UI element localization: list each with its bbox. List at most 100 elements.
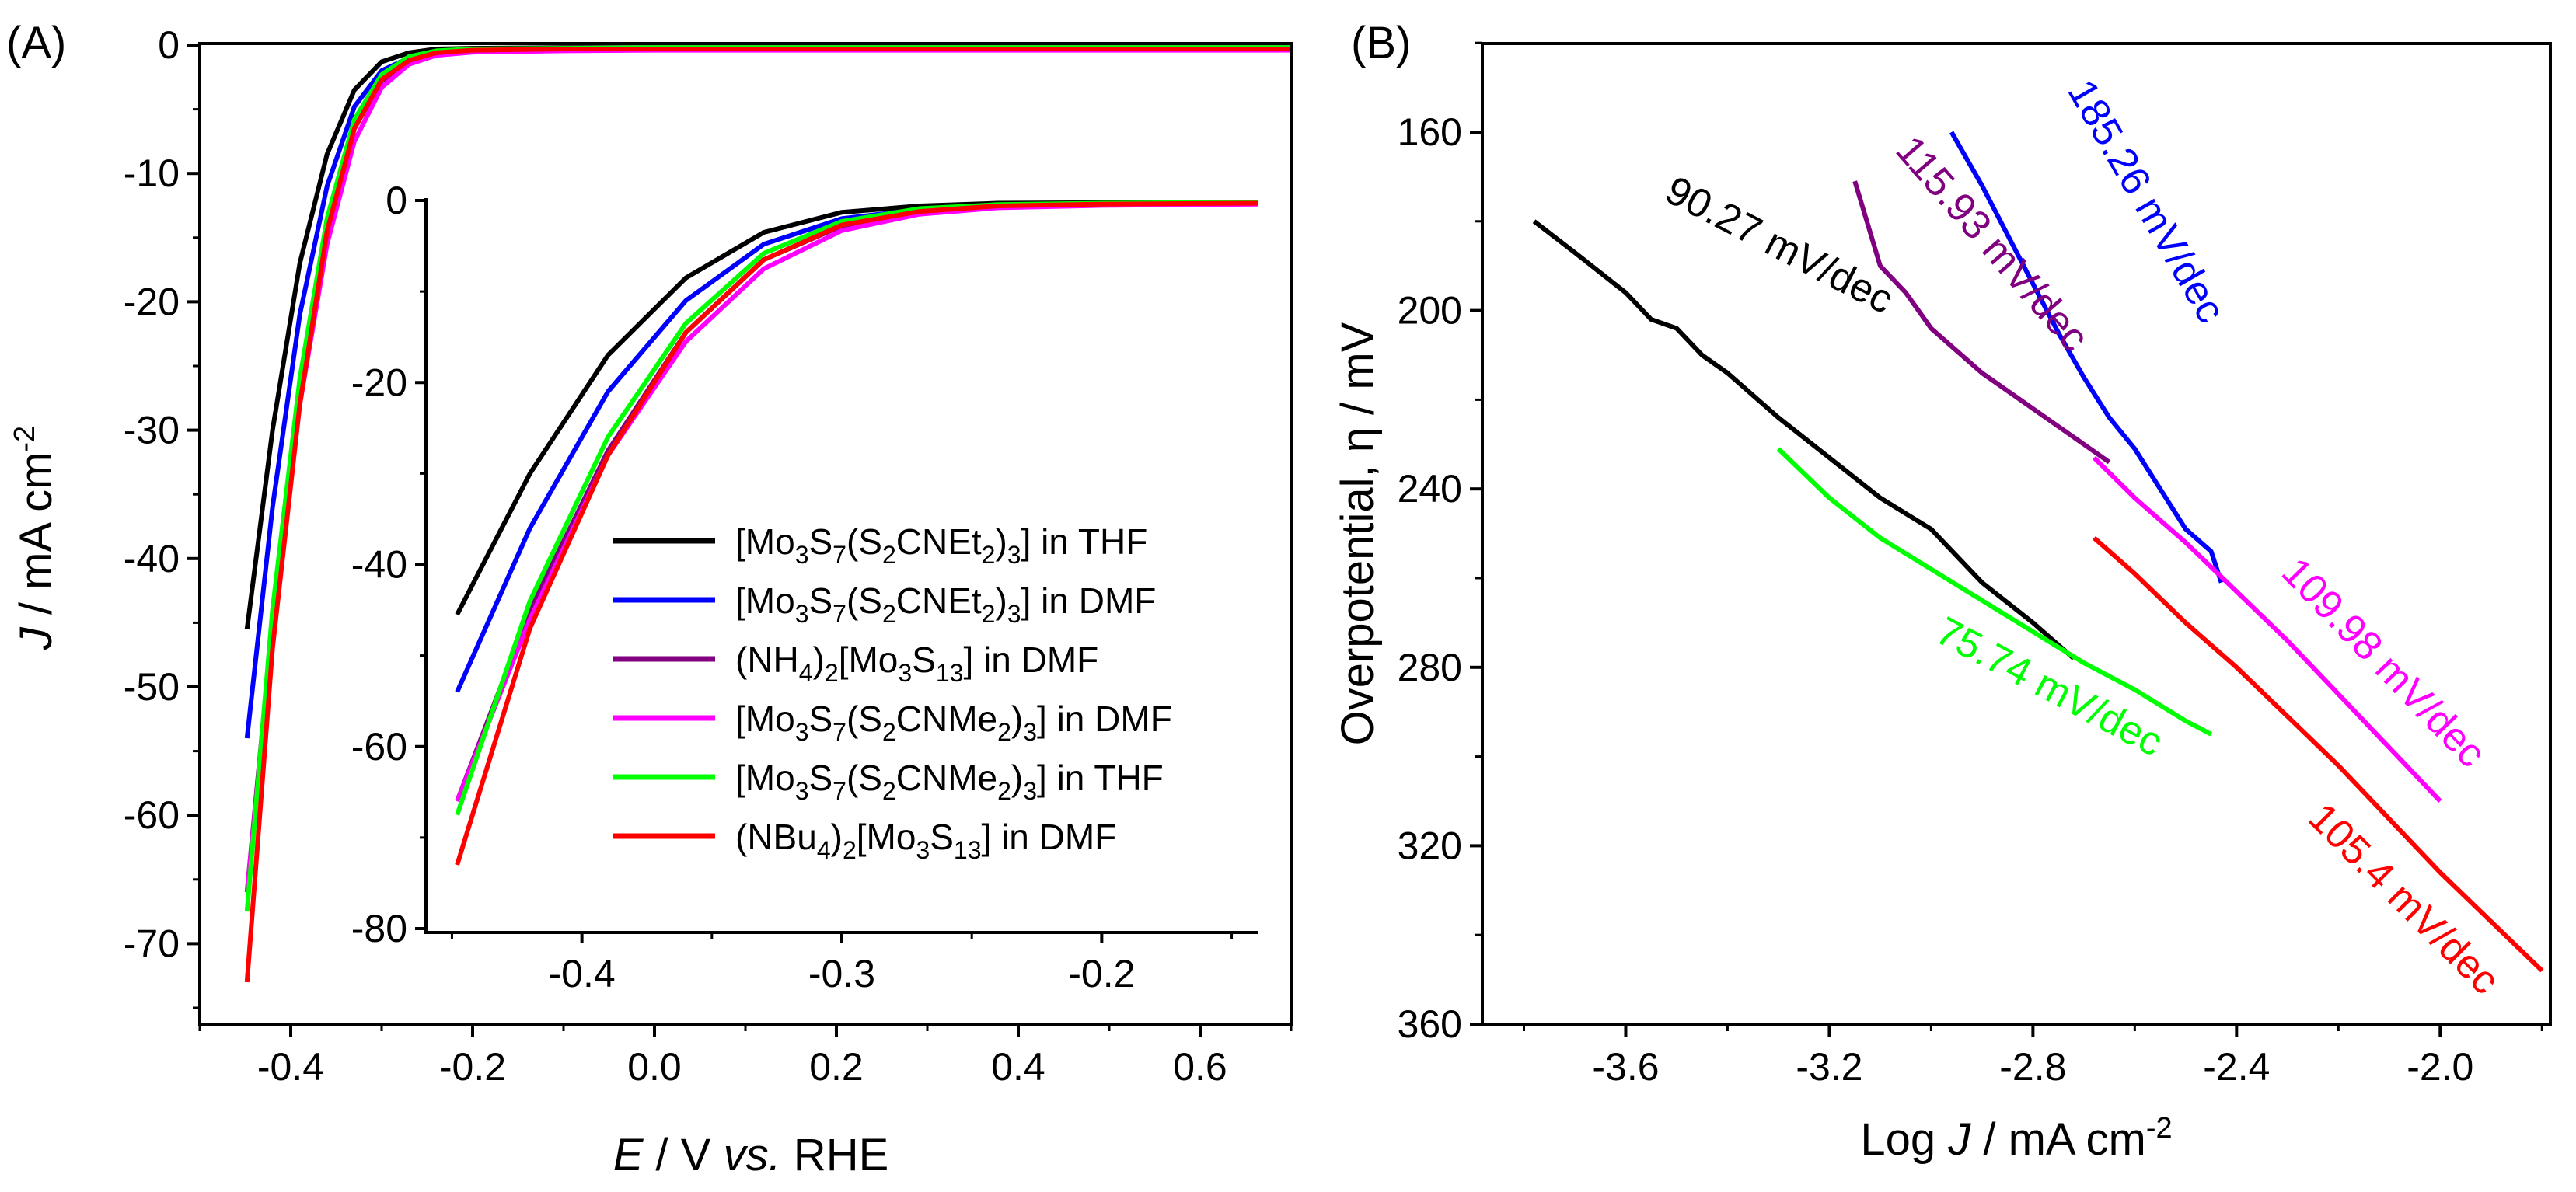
slope-label: 105.4 mV/dec <box>2299 795 2508 1003</box>
legend-label-part: ] in DMF <box>1037 699 1172 739</box>
inset-background <box>426 198 1258 932</box>
legend-label-part: 2 <box>997 777 1011 805</box>
panel-a-label: (A) <box>6 18 66 68</box>
legend-label-part: ) <box>813 640 825 680</box>
legend-label-part: ) <box>831 817 843 857</box>
legend-label-part: ) <box>1011 699 1023 739</box>
legend-label-part: 2 <box>825 659 839 687</box>
legend-label: [Mo3S7(S2CNEt2)3] in DMF <box>735 580 1156 628</box>
panel-b-series <box>1532 131 2544 973</box>
legend-label-part: (NBu <box>735 817 817 857</box>
y-tick-label: -60 <box>124 793 180 837</box>
panel-b-y-axis-title: Overpotential, η / mV <box>1332 322 1383 745</box>
panel-a-y-ticks: 0 -10 -20 -30 -40 -50 -60 -70 <box>124 23 200 1009</box>
tafel-line <box>2093 536 2544 973</box>
legend-label-part: [Mo <box>839 640 899 680</box>
legend-label-part: 2 <box>982 541 996 569</box>
inset-axes <box>424 198 1258 934</box>
legend-label-part: [Mo <box>735 758 795 798</box>
y-tick-label: -70 <box>124 922 180 965</box>
panel-b-frame <box>1481 42 2552 1026</box>
legend-label-part: [Mo <box>857 817 916 857</box>
panel-b-label: (B) <box>1351 18 1411 68</box>
x-tick-label: -0.2 <box>439 1045 506 1089</box>
legend-label-part: (NH <box>735 640 799 680</box>
y-tick-label: 240 <box>1398 467 1462 511</box>
legend-label-part: 3 <box>1023 777 1037 805</box>
legend-label-part: 3 <box>795 600 809 628</box>
legend-label-part: 7 <box>832 718 846 746</box>
legend-label-part: 3 <box>916 836 930 864</box>
panel-b-x-axis-title: Log J / mA cm-2 <box>1860 1112 2172 1165</box>
inset-series-line <box>455 200 1258 866</box>
legend-label-part: 2 <box>997 718 1011 746</box>
y-tick-label: -30 <box>124 409 180 452</box>
legend-label-part: 3 <box>1007 600 1021 628</box>
inset-x-tick-label: -0.3 <box>808 952 875 995</box>
legend-label: (NBu4)2[Mo3S13] in DMF <box>735 817 1116 864</box>
legend-label: (NH4)2[Mo3S13] in DMF <box>735 640 1098 687</box>
y-tick-label: 160 <box>1398 110 1462 154</box>
slope-label: 185.26 mV/dec <box>2059 72 2234 330</box>
panel-b: (B) -3.6 -3.2 -2.8 -2.4 -2.0 160 200 240 280 320… <box>1332 18 2552 1165</box>
legend-label-part: (S <box>846 580 882 621</box>
legend-label-part: (S <box>846 758 882 798</box>
legend-label-part: 2 <box>882 718 896 746</box>
panel-a-series <box>244 45 1291 983</box>
y-tick-label: -40 <box>124 537 180 580</box>
y-tick-label: -10 <box>124 152 180 195</box>
panel-a: (A) -0.4 -0.2 0.0 0.2 0.4 0.6 0 -10 -20 -30 -40 -5… <box>6 18 1293 1180</box>
legend-label-part: 4 <box>799 659 813 687</box>
tafel-line <box>1532 219 2075 660</box>
legend-label-part: [Mo <box>735 521 795 562</box>
legend-label-part: 2 <box>882 600 896 628</box>
panel-a-frame <box>198 42 1293 1026</box>
legend-label-part: 3 <box>1007 541 1021 569</box>
x-tick-label: -0.4 <box>257 1045 324 1089</box>
slope-label: 115.93 mV/dec <box>1887 127 2097 360</box>
legend-label-part: 3 <box>795 718 809 746</box>
legend-label-part: ] in THF <box>1037 758 1164 798</box>
x-tick-label: 0.0 <box>627 1045 682 1089</box>
legend-label-part: ) <box>995 521 1007 562</box>
panel-a-x-axis-title: E / V vs. RHE <box>613 1130 889 1180</box>
y-tick-label: -20 <box>124 280 180 323</box>
y-tick-label: 0 <box>158 23 180 67</box>
legend-label-part: 13 <box>936 659 964 687</box>
x-tick-label: 0.4 <box>991 1045 1045 1089</box>
y-tick-label: 320 <box>1398 824 1462 867</box>
legend-label-part: 7 <box>832 541 846 569</box>
panel-b-y-ticks: 160 200 240 280 320 360 <box>1398 41 1482 1046</box>
y-tick-label: 280 <box>1398 646 1462 689</box>
y-tick-label: 200 <box>1398 289 1462 333</box>
inset-y-tick-label: -20 <box>351 361 407 404</box>
legend-label-part: CNMe <box>896 699 997 739</box>
y-tick-label: 360 <box>1398 1002 1462 1046</box>
inset-x-tick-label: -0.4 <box>549 952 616 995</box>
panel-b-x-ticks: -3.6 -3.2 -2.8 -2.4 -2.0 <box>1522 1024 2543 1089</box>
y-tick-label: -50 <box>124 665 180 709</box>
x-tick-label: -3.6 <box>1592 1045 1659 1089</box>
tafel-line <box>2092 455 2442 803</box>
slope-label: 90.27 mV/dec <box>1659 168 1901 323</box>
legend-label-part: 7 <box>832 777 846 805</box>
legend-label-part: CNMe <box>896 758 997 798</box>
x-tick-label: 0.2 <box>809 1045 864 1089</box>
legend-label: [Mo3S7(S2CNMe2)3] in DMF <box>735 699 1172 746</box>
panel-a-series-line <box>244 47 1291 983</box>
panel-a-y-axis-title: J / mA cm-2 <box>9 426 61 650</box>
legend-label-part: ] in DMF <box>982 817 1117 857</box>
tafel-line <box>1852 180 2111 465</box>
legend-label-part: 2 <box>882 777 896 805</box>
legend-label-part: 7 <box>832 600 846 628</box>
inset-series <box>455 200 1258 866</box>
x-tick-label: -2.8 <box>1999 1045 2066 1089</box>
legend-label-part: 13 <box>954 836 982 864</box>
legend-label-part: (S <box>846 521 882 562</box>
legend-label-part: 3 <box>1023 718 1037 746</box>
legend-label-part: 2 <box>882 541 896 569</box>
legend-label-part: ) <box>1011 758 1023 798</box>
legend-label-part: S <box>808 699 832 739</box>
